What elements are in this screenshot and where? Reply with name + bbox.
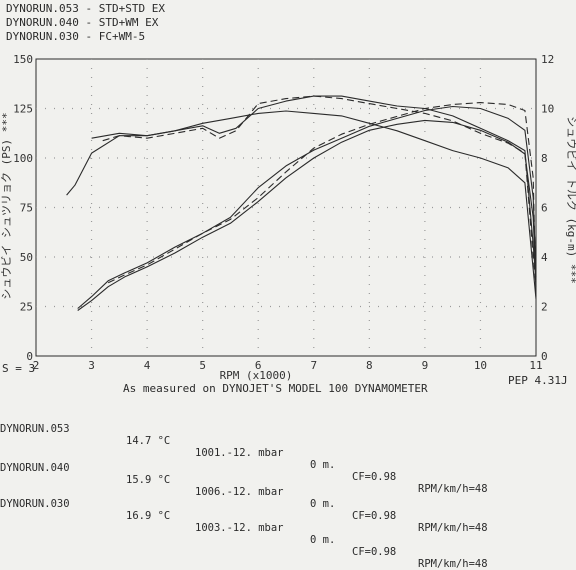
run-cf: CF=0.98 bbox=[352, 510, 397, 522]
y-right-axis-label: シュウビイ トルク (kg-m) *** bbox=[565, 116, 576, 283]
y-right-tick-label: 8 bbox=[541, 152, 548, 165]
run-altitude: 0 m. bbox=[310, 498, 336, 510]
y-right-tick-label: 0 bbox=[541, 350, 548, 363]
run-altitude: 0 m. bbox=[310, 534, 336, 546]
x-tick-label: 2 bbox=[33, 359, 40, 372]
run-ratio: RPM/km/h=48 bbox=[418, 522, 488, 534]
legend-entry-053: DYNORUN.053 - STD+STD EX bbox=[6, 2, 165, 15]
x-axis-label: RPM (x1000) bbox=[220, 369, 293, 382]
x-tick-label: 4 bbox=[144, 359, 151, 372]
y-left-axis-label: シュウビイ シュツリョク (PS) *** bbox=[0, 112, 13, 299]
series-line-dynorun-030-left bbox=[107, 102, 537, 297]
run-name: DYNORUN.053 bbox=[0, 423, 70, 435]
x-tick-label: 7 bbox=[310, 359, 317, 372]
run-temp: 16.9 °C bbox=[126, 510, 171, 522]
run-pressure: 1006.-12. mbar bbox=[195, 486, 284, 498]
s-label: S = 3 bbox=[2, 362, 36, 375]
run-pressure: 1001.-12. mbar bbox=[195, 447, 284, 459]
legend-entry-040: DYNORUN.040 - STD+WM EX bbox=[6, 16, 159, 29]
x-tick-label: 9 bbox=[422, 359, 429, 372]
series-line-dynorun-030-right bbox=[102, 95, 537, 287]
x-tick-label: 10 bbox=[474, 359, 487, 372]
dyno-chart: 2 3 4 5 6 7 8 9 10 11 RPM (x1000) 0 25 50 75 100 125 150 0… bbox=[0, 53, 576, 382]
y-right-tick-label: 4 bbox=[541, 251, 548, 264]
pep-label: PEP 4.31J bbox=[508, 374, 568, 387]
series-line-dynorun-053-right bbox=[66, 110, 537, 300]
y-left-tick-label: 0 bbox=[26, 350, 33, 363]
x-tick-label: 6 bbox=[255, 359, 262, 372]
series-line-dynorun-040-left bbox=[77, 105, 537, 309]
run-altitude: 0 m. bbox=[310, 459, 336, 471]
series-line-dynorun-040-right bbox=[91, 95, 537, 282]
x-tick-label: 11 bbox=[529, 359, 542, 372]
x-tick-label: 3 bbox=[88, 359, 95, 372]
run-row: DYNORUN.053 14.7 °C 1001.-12. mbar 0 m. … bbox=[0, 411, 488, 495]
run-temp: 15.9 °C bbox=[126, 474, 171, 486]
y-left-tick-label: 25 bbox=[20, 301, 33, 314]
y-right-tick-label: 2 bbox=[541, 301, 548, 314]
series-line-dynorun-053-left bbox=[77, 119, 537, 311]
y-left-tick-label: 75 bbox=[20, 202, 33, 215]
run-temp: 14.7 °C bbox=[126, 435, 171, 447]
run-name: DYNORUN.030 bbox=[0, 498, 70, 510]
run-row: DYNORUN.030 16.9 °C 1003.-12. mbar 0 m. … bbox=[0, 486, 488, 570]
y-left-tick-label: 100 bbox=[13, 152, 33, 165]
y-left-tick-label: 50 bbox=[20, 251, 33, 264]
y-right-tick-label: 10 bbox=[541, 103, 554, 116]
y-right-tick-label: 12 bbox=[541, 53, 554, 66]
run-name: DYNORUN.040 bbox=[0, 462, 70, 474]
run-cf: CF=0.98 bbox=[352, 546, 397, 558]
run-ratio: RPM/km/h=48 bbox=[418, 558, 488, 570]
legend-entry-030: DYNORUN.030 - FC+WM-5 bbox=[6, 30, 146, 43]
y-left-tick-label: 150 bbox=[13, 53, 33, 66]
run-pressure: 1003.-12. mbar bbox=[195, 522, 284, 534]
x-tick-label: 5 bbox=[199, 359, 206, 372]
run-ratio: RPM/km/h=48 bbox=[418, 483, 488, 495]
dynamometer-caption: As measured on DYNOJET'S MODEL 100 DYNAM… bbox=[123, 382, 428, 395]
run-cf: CF=0.98 bbox=[352, 471, 397, 483]
y-left-tick-label: 125 bbox=[13, 103, 33, 116]
x-tick-label: 8 bbox=[366, 359, 373, 372]
y-right-tick-label: 6 bbox=[541, 202, 548, 215]
